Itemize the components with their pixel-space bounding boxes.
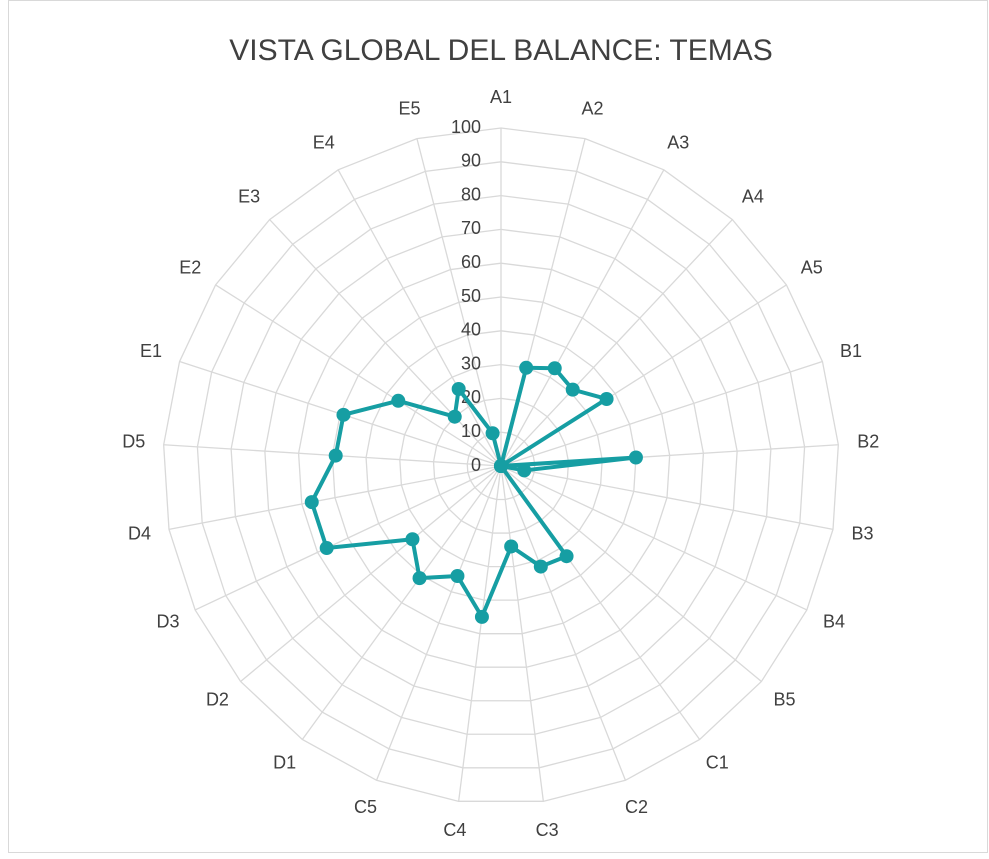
grid-ring — [365, 330, 637, 601]
category-label: C2 — [625, 797, 648, 817]
category-label: B5 — [774, 689, 796, 709]
category-label: D4 — [128, 524, 151, 544]
category-label: A5 — [801, 258, 823, 278]
category-label: A1 — [490, 87, 512, 107]
category-label: C5 — [354, 797, 377, 817]
y-tick-label: 60 — [461, 252, 481, 272]
grid-ring — [230, 194, 772, 735]
chart-title: VISTA GLOBAL DEL BALANCE: TEMAS — [229, 34, 773, 67]
category-label: E5 — [398, 98, 420, 118]
data-point — [319, 541, 334, 556]
chart-border — [8, 0, 988, 853]
y-tick-label: 30 — [461, 353, 481, 373]
category-label: C3 — [536, 820, 559, 840]
data-point — [391, 393, 406, 408]
data-point — [494, 459, 508, 473]
data-point — [519, 360, 534, 375]
y-tick-label: 90 — [461, 151, 481, 171]
data-point — [447, 409, 462, 424]
category-label: C4 — [443, 820, 466, 840]
data-point — [336, 407, 351, 422]
data-point — [328, 448, 343, 463]
data-point — [628, 450, 643, 465]
category-label: B3 — [851, 524, 873, 544]
category-label: D1 — [273, 752, 296, 772]
category-label: D2 — [206, 689, 229, 709]
data-point — [599, 391, 614, 406]
category-label: A4 — [742, 186, 764, 206]
data-point — [405, 532, 420, 547]
y-tick-label: 80 — [461, 184, 481, 204]
category-label: E2 — [179, 258, 201, 278]
grid-ring — [264, 228, 738, 702]
category-label: A3 — [667, 132, 689, 152]
y-tick-label: 10 — [461, 421, 481, 441]
y-tick-label: 70 — [461, 218, 481, 238]
y-tick-label: 50 — [461, 286, 481, 306]
category-label: E3 — [238, 186, 260, 206]
grid-ring — [297, 262, 705, 668]
y-tick-label: 40 — [461, 320, 481, 340]
grid-ring — [163, 127, 839, 802]
data-point — [474, 609, 489, 624]
data-point — [451, 381, 466, 396]
data-point — [517, 463, 532, 478]
data-point — [450, 568, 465, 583]
category-label: B4 — [823, 611, 845, 631]
category-label: D3 — [157, 611, 180, 631]
data-point — [412, 571, 427, 586]
y-tick-label: 20 — [461, 387, 481, 407]
y-tick-label: 100 — [451, 117, 481, 137]
data-point — [559, 549, 574, 564]
category-label: B2 — [857, 432, 879, 452]
data-point — [485, 426, 500, 441]
y-tick-label: 0 — [471, 455, 481, 475]
category-label: E4 — [313, 132, 335, 152]
category-label: D5 — [122, 432, 145, 452]
category-label: A2 — [582, 98, 604, 118]
data-point — [504, 539, 519, 554]
data-point — [304, 495, 319, 510]
data-point — [533, 559, 548, 574]
grid-ring — [432, 397, 570, 534]
grid-ring — [331, 296, 671, 635]
grid-ring — [196, 161, 806, 769]
data-point — [565, 382, 580, 397]
data-point — [547, 361, 562, 376]
category-label: C1 — [706, 752, 729, 772]
category-label: E1 — [140, 341, 162, 361]
category-label: B1 — [840, 341, 862, 361]
